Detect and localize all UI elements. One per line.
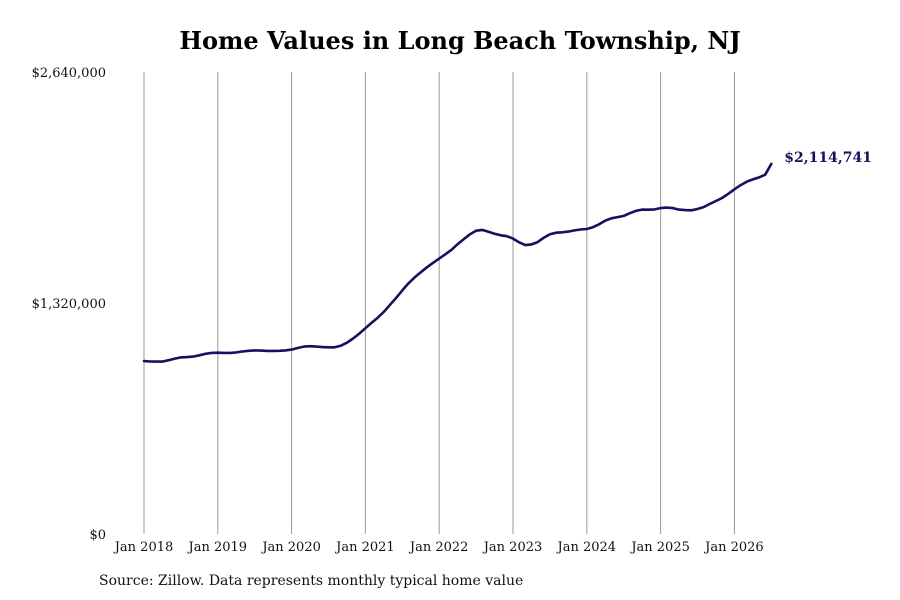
x-tick-label: Jan 2018	[113, 540, 174, 555]
x-tick-label: Jan 2022	[408, 540, 469, 555]
y-tick-label: $0	[89, 528, 106, 543]
x-axis-tick-labels: Jan 2018 Jan 2019 Jan 2020 Jan 2021 Jan 2022…	[113, 540, 764, 555]
home-value-line	[142, 162, 773, 363]
y-tick-label: $1,320,000	[32, 297, 106, 312]
x-tick-label: Jan 2023	[482, 540, 543, 555]
x-tick-label: Jan 2024	[556, 540, 617, 555]
x-tick-label: Jan 2025	[629, 540, 690, 555]
x-tick-label: Jan 2019	[187, 540, 248, 555]
last-value-label: $2,114,741	[784, 150, 872, 166]
gridlines	[143, 72, 735, 534]
y-tick-label: $2,640,000	[32, 66, 106, 81]
chart-title: Home Values in Long Beach Township, NJ	[179, 26, 741, 55]
x-tick-label: Jan 2021	[334, 540, 395, 555]
source-note: Source: Zillow. Data represents monthly …	[99, 573, 524, 589]
y-axis-tick-labels: $0 $1,320,000 $2,640,000	[32, 66, 106, 543]
x-tick-label: Jan 2026	[703, 540, 764, 555]
x-tick-label: Jan 2020	[260, 540, 321, 555]
